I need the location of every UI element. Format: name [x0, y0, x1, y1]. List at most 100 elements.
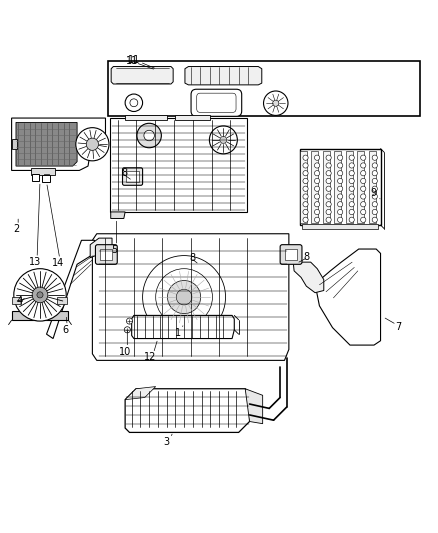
- Polygon shape: [111, 212, 125, 219]
- Polygon shape: [16, 123, 77, 166]
- Circle shape: [372, 163, 378, 168]
- Polygon shape: [132, 316, 234, 338]
- Circle shape: [314, 155, 320, 160]
- Circle shape: [349, 217, 354, 222]
- Circle shape: [303, 194, 308, 199]
- Text: 4: 4: [16, 296, 22, 306]
- Bar: [369, 151, 376, 223]
- Circle shape: [349, 194, 354, 199]
- Circle shape: [372, 186, 378, 191]
- Text: 7: 7: [395, 322, 401, 332]
- Text: 9: 9: [370, 188, 376, 198]
- Circle shape: [273, 100, 279, 106]
- Circle shape: [326, 194, 331, 199]
- Circle shape: [349, 155, 354, 160]
- Polygon shape: [125, 386, 155, 400]
- Circle shape: [338, 217, 343, 222]
- Circle shape: [372, 201, 378, 207]
- Circle shape: [372, 179, 378, 183]
- Circle shape: [349, 209, 354, 215]
- Bar: [108, 61, 420, 116]
- Text: 12: 12: [144, 352, 156, 362]
- Circle shape: [338, 194, 343, 199]
- Circle shape: [303, 155, 308, 160]
- Text: 14: 14: [52, 258, 64, 268]
- Circle shape: [14, 269, 66, 321]
- Polygon shape: [315, 249, 381, 345]
- Circle shape: [303, 209, 308, 215]
- Circle shape: [349, 179, 354, 183]
- Bar: [357, 151, 364, 223]
- Circle shape: [372, 155, 378, 160]
- Circle shape: [314, 171, 320, 176]
- Text: 10: 10: [119, 346, 131, 357]
- Circle shape: [220, 136, 227, 143]
- Circle shape: [32, 287, 48, 303]
- Bar: [32, 174, 37, 179]
- Circle shape: [338, 186, 343, 191]
- Circle shape: [303, 186, 308, 191]
- Circle shape: [127, 318, 133, 324]
- Text: 2: 2: [13, 224, 19, 235]
- Polygon shape: [293, 262, 324, 293]
- Circle shape: [338, 171, 343, 176]
- FancyBboxPatch shape: [191, 89, 242, 116]
- Bar: [334, 151, 341, 223]
- Circle shape: [144, 130, 154, 141]
- FancyBboxPatch shape: [280, 245, 302, 264]
- Circle shape: [326, 186, 331, 191]
- Circle shape: [314, 217, 320, 222]
- Circle shape: [176, 289, 192, 305]
- Circle shape: [209, 126, 237, 154]
- Circle shape: [360, 217, 366, 222]
- Circle shape: [303, 163, 308, 168]
- Bar: [12, 297, 21, 304]
- Bar: [175, 115, 210, 120]
- Bar: [125, 115, 166, 120]
- Circle shape: [360, 209, 366, 215]
- Bar: [323, 151, 330, 223]
- Circle shape: [349, 171, 354, 176]
- Circle shape: [314, 209, 320, 215]
- Bar: [346, 151, 353, 223]
- Bar: [12, 139, 17, 149]
- Polygon shape: [46, 240, 95, 338]
- Circle shape: [360, 171, 366, 176]
- Polygon shape: [111, 67, 173, 84]
- Circle shape: [125, 94, 143, 111]
- Circle shape: [338, 163, 343, 168]
- FancyBboxPatch shape: [123, 168, 143, 185]
- Polygon shape: [245, 389, 263, 424]
- Circle shape: [124, 327, 131, 333]
- Circle shape: [86, 138, 99, 150]
- Bar: [32, 174, 39, 181]
- Text: 6: 6: [62, 325, 68, 335]
- Polygon shape: [90, 238, 112, 258]
- Bar: [300, 149, 381, 225]
- Circle shape: [360, 186, 366, 191]
- Text: 8: 8: [121, 168, 127, 178]
- Bar: [100, 249, 113, 260]
- Bar: [42, 175, 50, 182]
- Bar: [12, 311, 68, 320]
- Bar: [311, 151, 318, 223]
- Circle shape: [37, 292, 43, 298]
- Circle shape: [372, 171, 378, 176]
- Circle shape: [303, 201, 308, 207]
- Bar: [302, 224, 378, 229]
- Text: 8: 8: [190, 253, 196, 263]
- Bar: [31, 168, 55, 175]
- Circle shape: [76, 128, 109, 161]
- Circle shape: [314, 201, 320, 207]
- FancyBboxPatch shape: [95, 245, 117, 264]
- Polygon shape: [92, 234, 289, 360]
- Circle shape: [349, 163, 354, 168]
- Circle shape: [326, 171, 331, 176]
- Circle shape: [303, 171, 308, 176]
- Circle shape: [326, 217, 331, 222]
- Circle shape: [264, 91, 288, 116]
- FancyBboxPatch shape: [197, 93, 236, 112]
- Bar: [127, 171, 139, 182]
- Circle shape: [130, 99, 138, 107]
- Circle shape: [137, 123, 161, 148]
